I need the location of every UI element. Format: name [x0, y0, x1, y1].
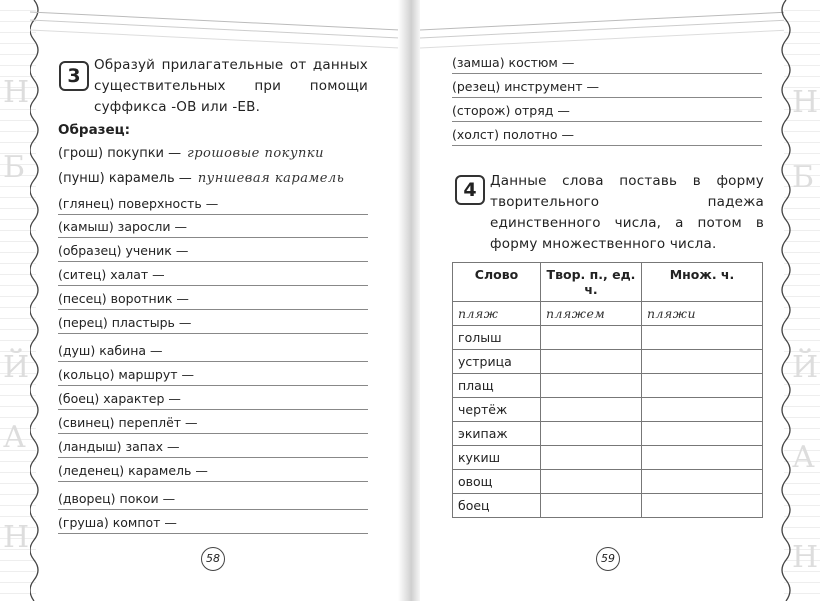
exercise-line[interactable]: (кольцо) маршрут — — [58, 367, 368, 386]
exercise-line[interactable]: (свинец) переплёт — — [58, 415, 368, 434]
decorative-border — [0, 0, 36, 601]
exercise-line[interactable]: (камыш) заросли — — [58, 219, 368, 238]
exercise-line[interactable]: (замша) костюм — — [452, 55, 762, 74]
exercise-line[interactable]: (ситец) халат — — [58, 267, 368, 286]
answer-cell[interactable] — [641, 445, 763, 470]
answer-cell[interactable] — [540, 325, 642, 350]
col-header-instrumental: Твор. п., ед. ч. — [540, 262, 642, 302]
exercise-line[interactable]: (холст) полотно — — [452, 127, 762, 146]
word-cell: голыш — [452, 325, 541, 350]
answer-cell[interactable] — [540, 421, 642, 446]
table-row: устрица — [452, 349, 763, 374]
task-number-3: 3 — [59, 61, 89, 91]
table-cell: пляж — [452, 301, 541, 326]
answer-cell[interactable] — [540, 469, 642, 494]
task-3-instructions: Образуй прилагательные от данных существ… — [94, 57, 368, 115]
wavy-border — [30, 0, 39, 601]
example-2: (пунш) карамель — пуншевая карамель — [58, 171, 345, 186]
exercise-line[interactable]: (дворец) покои — — [58, 491, 368, 510]
word-cell: овощ — [452, 469, 541, 494]
exercise-line[interactable]: (ландыш) запах — — [58, 439, 368, 458]
exercise-line[interactable]: (леденец) карамель — — [58, 463, 368, 482]
task-4-instructions: Данные слова поставь в форму творительно… — [490, 173, 764, 252]
word-cell: устрица — [452, 349, 541, 374]
answer-cell[interactable] — [641, 469, 763, 494]
table-row: чертёж — [452, 397, 763, 422]
col-header-plural: Множ. ч. — [641, 262, 763, 302]
table-row: кукиш — [452, 445, 763, 470]
word-cell: плащ — [452, 373, 541, 398]
table-row: овощ — [452, 469, 763, 494]
table-row: плащ — [452, 373, 763, 398]
book-gutter — [398, 0, 422, 601]
word-cell: боец — [452, 493, 541, 518]
decorative-border — [784, 0, 820, 601]
col-header-word: Слово — [452, 262, 541, 302]
word-cell: кукиш — [452, 445, 541, 470]
spiral-rings — [420, 11, 790, 49]
example-label: Образец: — [58, 122, 131, 138]
table-row: экипаж — [452, 421, 763, 446]
wavy-border — [781, 0, 791, 601]
exercise-line[interactable]: (груша) компот — — [58, 515, 368, 534]
answer-cell[interactable] — [641, 349, 763, 374]
spiral-rings — [30, 11, 400, 49]
table-cell: пляжем — [540, 301, 642, 326]
answer-cell[interactable] — [641, 421, 763, 446]
declension-table: Слово Твор. п., ед. ч. Множ. ч. пляж пля… — [452, 262, 763, 518]
answer-cell[interactable] — [540, 373, 642, 398]
answer-cell[interactable] — [540, 349, 642, 374]
word-cell: экипаж — [452, 421, 541, 446]
table-cell: пляжи — [641, 301, 763, 326]
answer-cell[interactable] — [641, 493, 763, 518]
exercise-line[interactable]: (образец) ученик — — [58, 243, 368, 262]
answer-cell[interactable] — [641, 397, 763, 422]
exercise-line[interactable]: (песец) воротник — — [58, 291, 368, 310]
exercise-line[interactable]: (глянец) поверхность — — [58, 196, 368, 215]
table-row-example: пляж пляжем пляжи — [452, 301, 763, 326]
example-1: (грош) покупки — грошовые покупки — [58, 146, 324, 161]
answer-cell[interactable] — [540, 445, 642, 470]
exercise-line[interactable]: (боец) характер — — [58, 391, 368, 410]
page-number: 59 — [596, 547, 620, 571]
table-row: голыш — [452, 325, 763, 350]
exercise-line[interactable]: (резец) инструмент — — [452, 79, 762, 98]
table-header-row: Слово Твор. п., ед. ч. Множ. ч. — [452, 262, 763, 302]
answer-cell[interactable] — [641, 325, 763, 350]
exercise-line[interactable]: (душ) кабина — — [58, 343, 368, 362]
table-row: боец — [452, 493, 763, 518]
page-number: 58 — [201, 547, 225, 571]
answer-cell[interactable] — [540, 397, 642, 422]
task-number-4: 4 — [455, 175, 485, 205]
answer-cell[interactable] — [641, 373, 763, 398]
exercise-line[interactable]: (перец) пластырь — — [58, 315, 368, 334]
answer-cell[interactable] — [540, 493, 642, 518]
exercise-line[interactable]: (сторож) отряд — — [452, 103, 762, 122]
word-cell: чертёж — [452, 397, 541, 422]
